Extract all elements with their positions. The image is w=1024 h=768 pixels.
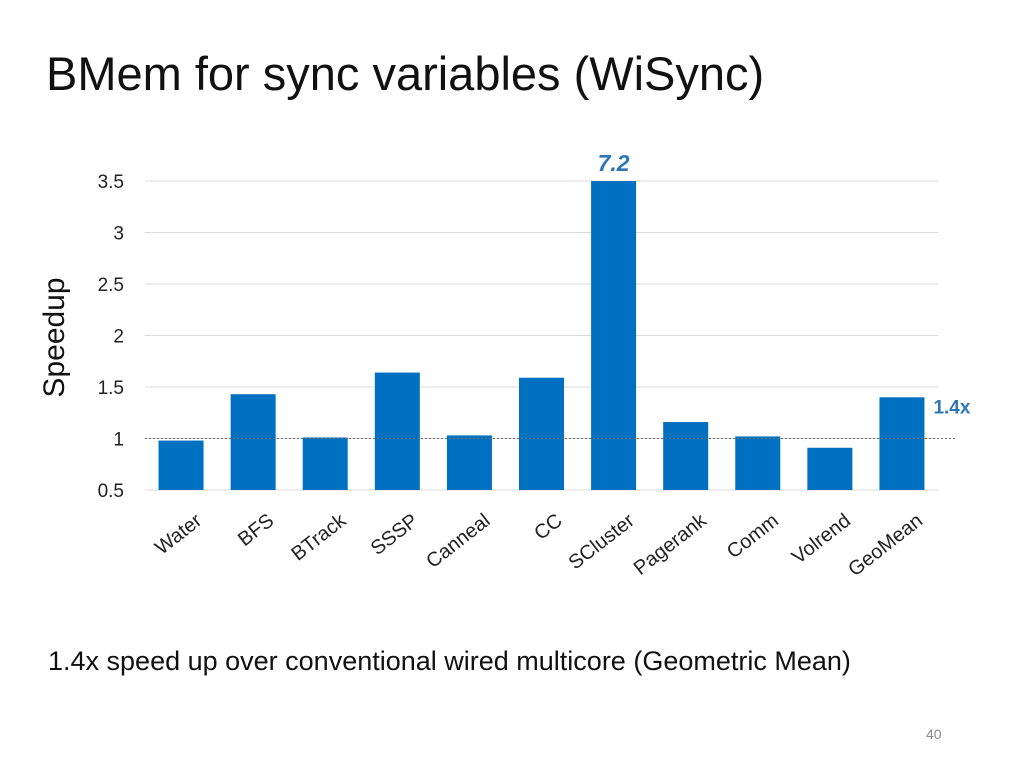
x-category-label: BFS: [234, 510, 278, 551]
bar-comm: [735, 436, 781, 490]
x-category-label: Volrend: [788, 510, 855, 569]
x-category-label: SCluster: [565, 509, 639, 574]
x-category-label: Comm: [723, 510, 783, 564]
x-category-label: SSSP: [367, 510, 423, 560]
slide-title: BMem for sync variables (WiSync): [46, 47, 765, 100]
x-category-label: Pagerank: [630, 509, 712, 580]
bar-cc: [519, 377, 564, 490]
x-category-label: Water: [151, 509, 206, 559]
bar-pagerank: [663, 422, 709, 490]
bar-canneal: [446, 435, 492, 490]
y-tick-label: 2: [113, 327, 124, 348]
y-axis-title: Speedup: [38, 277, 71, 397]
y-tick-label: 3.5: [98, 172, 124, 193]
y-tick-label: 3: [113, 224, 124, 245]
scluster-value-label: 7.2: [598, 150, 630, 176]
x-category-label: BTrack: [287, 509, 351, 565]
x-category-label: CC: [530, 510, 566, 545]
x-category-label: Canneal: [422, 510, 494, 573]
bar-geomean: [879, 397, 925, 490]
bar-volrend: [807, 447, 853, 490]
geomean-value-label: 1.4x: [933, 397, 970, 418]
bar-water: [158, 440, 204, 490]
x-category-label: GeoMean: [844, 510, 927, 581]
y-tick-label: 2.5: [98, 275, 124, 296]
page-number: 40: [926, 726, 942, 742]
y-tick-label: 1: [113, 430, 124, 451]
slide-caption: 1.4x speed up over conventional wired mu…: [48, 646, 851, 676]
bar-sssp: [374, 372, 420, 490]
y-tick-label: 0.5: [98, 481, 124, 502]
bar-btrack: [302, 437, 348, 490]
bar-scluster: [591, 181, 637, 490]
speedup-bar-chart: 0.5 1 1.5 2 2.5 3 3.5 Speedup Water BFS BTrack SSSP…: [38, 150, 971, 581]
y-tick-label: 1.5: [98, 378, 124, 399]
bar-bfs: [230, 394, 276, 490]
